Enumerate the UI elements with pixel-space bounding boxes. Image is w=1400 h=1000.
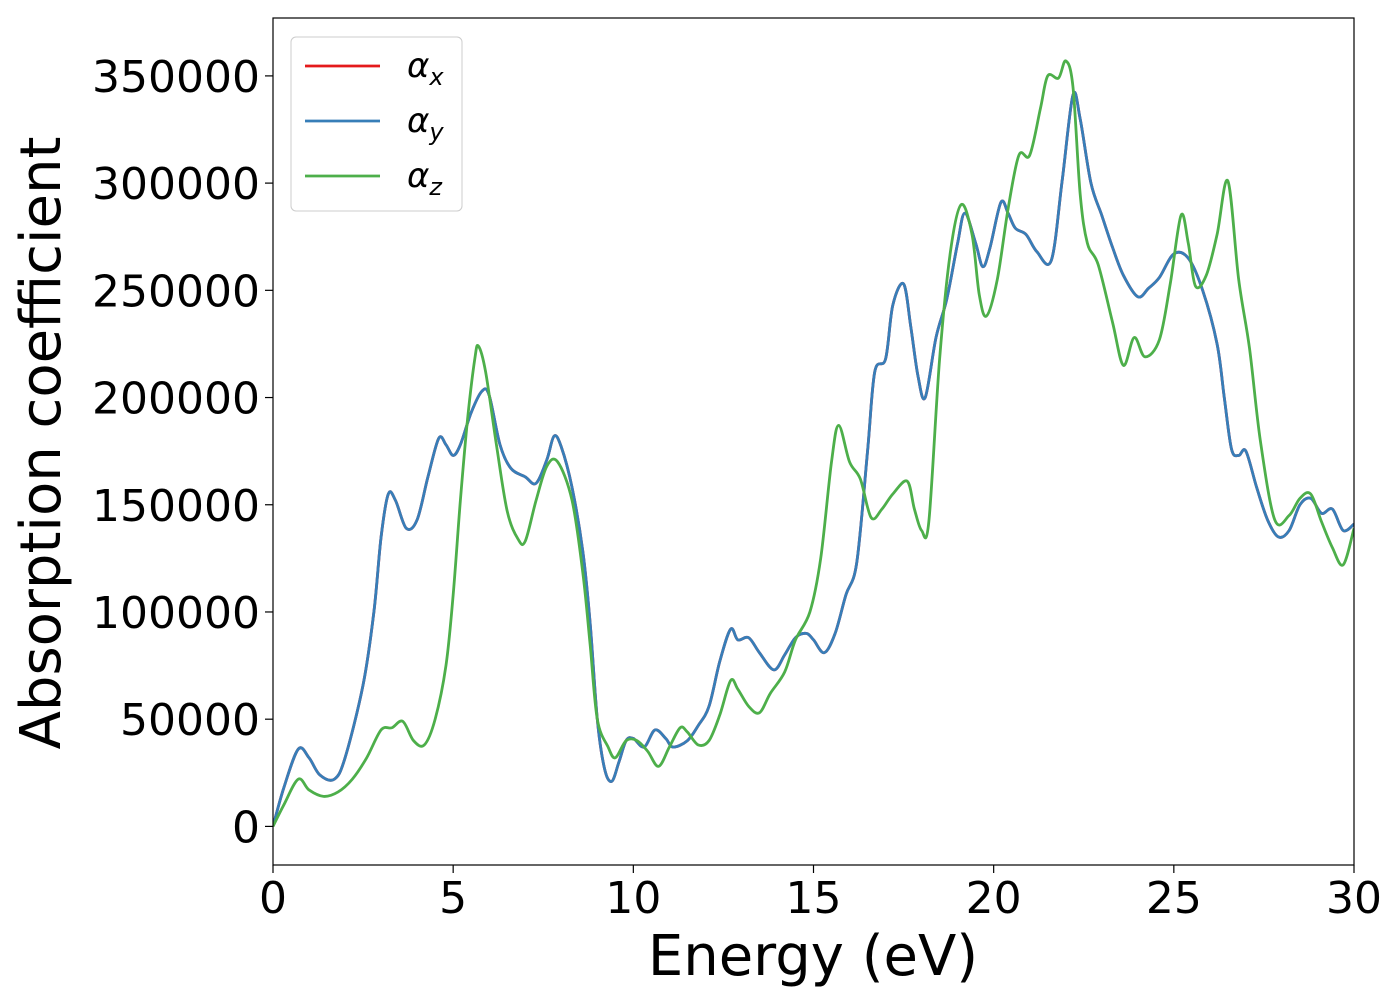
y-tick-label: 100000: [92, 588, 260, 639]
x-tick-label: 30: [1326, 873, 1382, 924]
y-tick-label: 150000: [92, 481, 260, 532]
y-tick-label: 200000: [92, 374, 260, 425]
x-tick-label: 25: [1146, 873, 1202, 924]
x-tick-label: 0: [259, 873, 287, 924]
x-tick-label: 20: [966, 873, 1022, 924]
series-line-alpha-y: [273, 91, 1354, 827]
x-axis-label: Energy (eV): [648, 924, 978, 989]
y-tick-label: 50000: [120, 695, 260, 746]
y-axis-ticks: 0 50000 100000 150000 200000 250000 300000 3500…: [92, 52, 273, 853]
y-tick-label: 350000: [92, 52, 260, 103]
legend-label: αz: [407, 156, 443, 201]
legend-label: αy: [407, 101, 444, 146]
x-tick-label: 10: [605, 873, 661, 924]
x-axis-ticks: 0 5 10 15 20 25 30: [259, 865, 1382, 924]
x-tick-label: 15: [786, 873, 842, 924]
legend-label: αx: [407, 46, 444, 91]
y-tick-label: 0: [232, 802, 260, 853]
x-tick-label: 5: [439, 873, 467, 924]
y-tick-label: 300000: [92, 159, 260, 210]
series-layer: [273, 59, 1354, 828]
legend: αx αy αz: [290, 36, 463, 212]
y-axis-label: Absorption coefficient: [9, 137, 74, 750]
y-tick-label: 250000: [92, 266, 260, 317]
legend-box: [290, 36, 463, 212]
series-line-alpha-z: [273, 59, 1354, 828]
